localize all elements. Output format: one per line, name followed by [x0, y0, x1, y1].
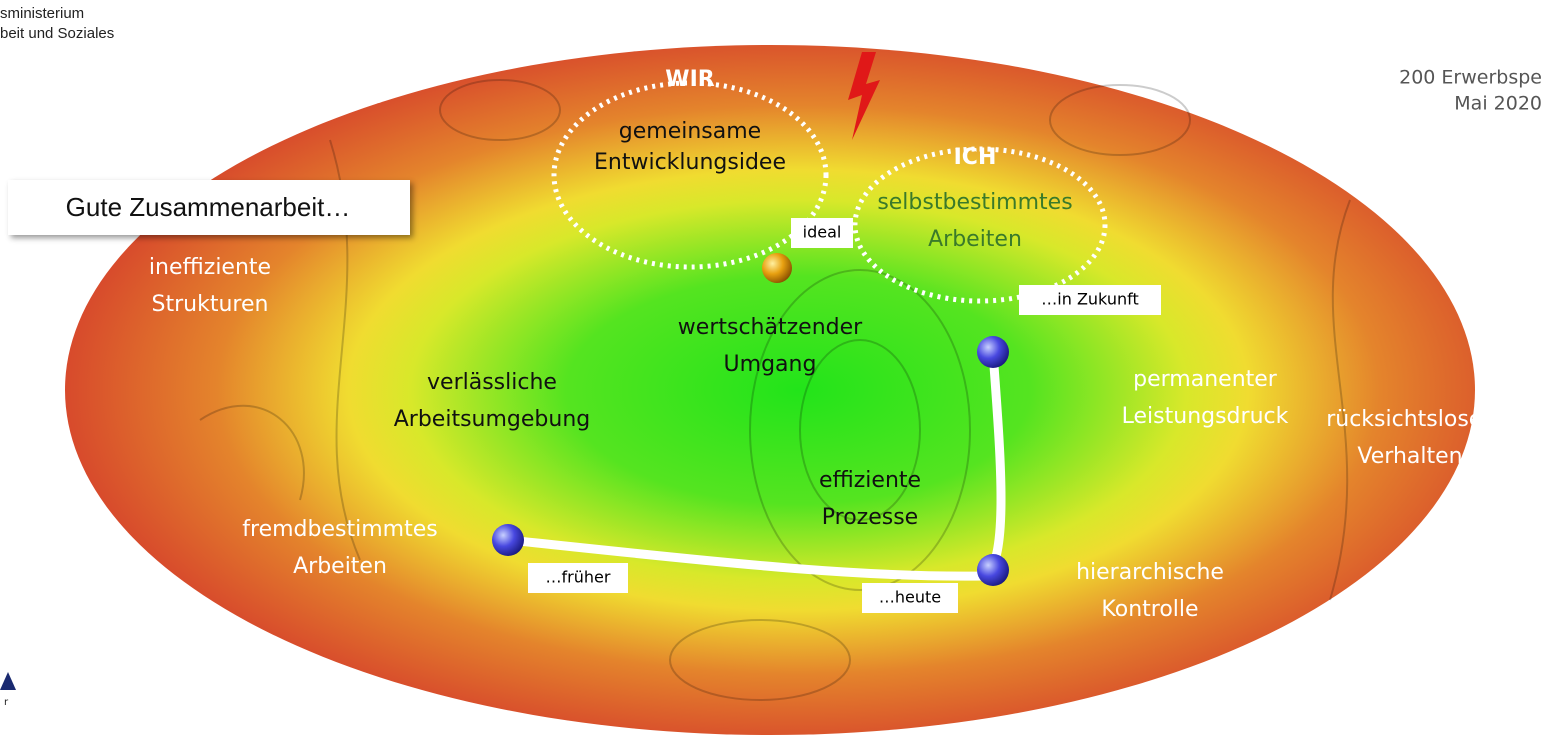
- area-label: Arbeiten: [293, 554, 387, 579]
- tag: …heute: [879, 588, 941, 607]
- area-label: Umgang: [724, 352, 817, 377]
- survey: Mai 2020: [1454, 93, 1542, 115]
- tag: …früher: [546, 568, 611, 587]
- ball: [977, 554, 1009, 586]
- ich-circle: [852, 146, 1108, 304]
- area-label: Kontrolle: [1101, 597, 1198, 622]
- lightning: [848, 52, 880, 140]
- area-label: fremdbestimmtes: [242, 517, 437, 542]
- area-label: Verhalten: [1357, 444, 1462, 469]
- wir-title: WIR: [665, 67, 714, 92]
- area-label: effiziente: [819, 468, 921, 493]
- tag: …in Zukunft: [1041, 290, 1138, 309]
- ball: [762, 253, 792, 283]
- wir-text: Entwicklungsidee: [594, 150, 786, 175]
- survey: 200 Erwerbspe: [1399, 67, 1542, 89]
- wir-text: gemeinsame: [619, 119, 761, 144]
- callout: Gute Zusammenarbeit…: [66, 192, 351, 222]
- ministry: beit und Soziales: [0, 25, 114, 42]
- tag-box: [1019, 285, 1161, 315]
- logo-text: r: [4, 697, 9, 708]
- area-label: rücksichtsloses: [1326, 407, 1494, 432]
- area-label: wertschätzender: [678, 315, 863, 340]
- area-label: verlässliche: [427, 370, 557, 395]
- area-label: Arbeitsumgebung: [394, 407, 591, 432]
- tag: ideal: [803, 223, 842, 242]
- area-label: Prozesse: [822, 505, 918, 530]
- tag-box: [791, 218, 853, 248]
- landscape: [65, 45, 1475, 735]
- area-label: ineffiziente: [149, 255, 271, 280]
- path: [503, 347, 1006, 581]
- ich-text: selbstbestimmtes: [877, 190, 1072, 215]
- tag-box: [528, 563, 628, 593]
- wir-circle: [551, 80, 829, 270]
- ich-title: ICH: [954, 145, 997, 170]
- area-label: Leistungsdruck: [1122, 404, 1289, 429]
- ball: [977, 336, 1009, 368]
- tag-box: [862, 583, 958, 613]
- area-label: hierarchische: [1076, 560, 1224, 585]
- ball: [492, 524, 524, 556]
- callout-box: [8, 180, 410, 235]
- ich-text: Arbeiten: [928, 227, 1022, 252]
- ministry: sministerium: [0, 5, 84, 22]
- area-label: permanenter: [1133, 367, 1278, 392]
- area-label: Strukturen: [152, 292, 269, 317]
- logo: [0, 672, 16, 690]
